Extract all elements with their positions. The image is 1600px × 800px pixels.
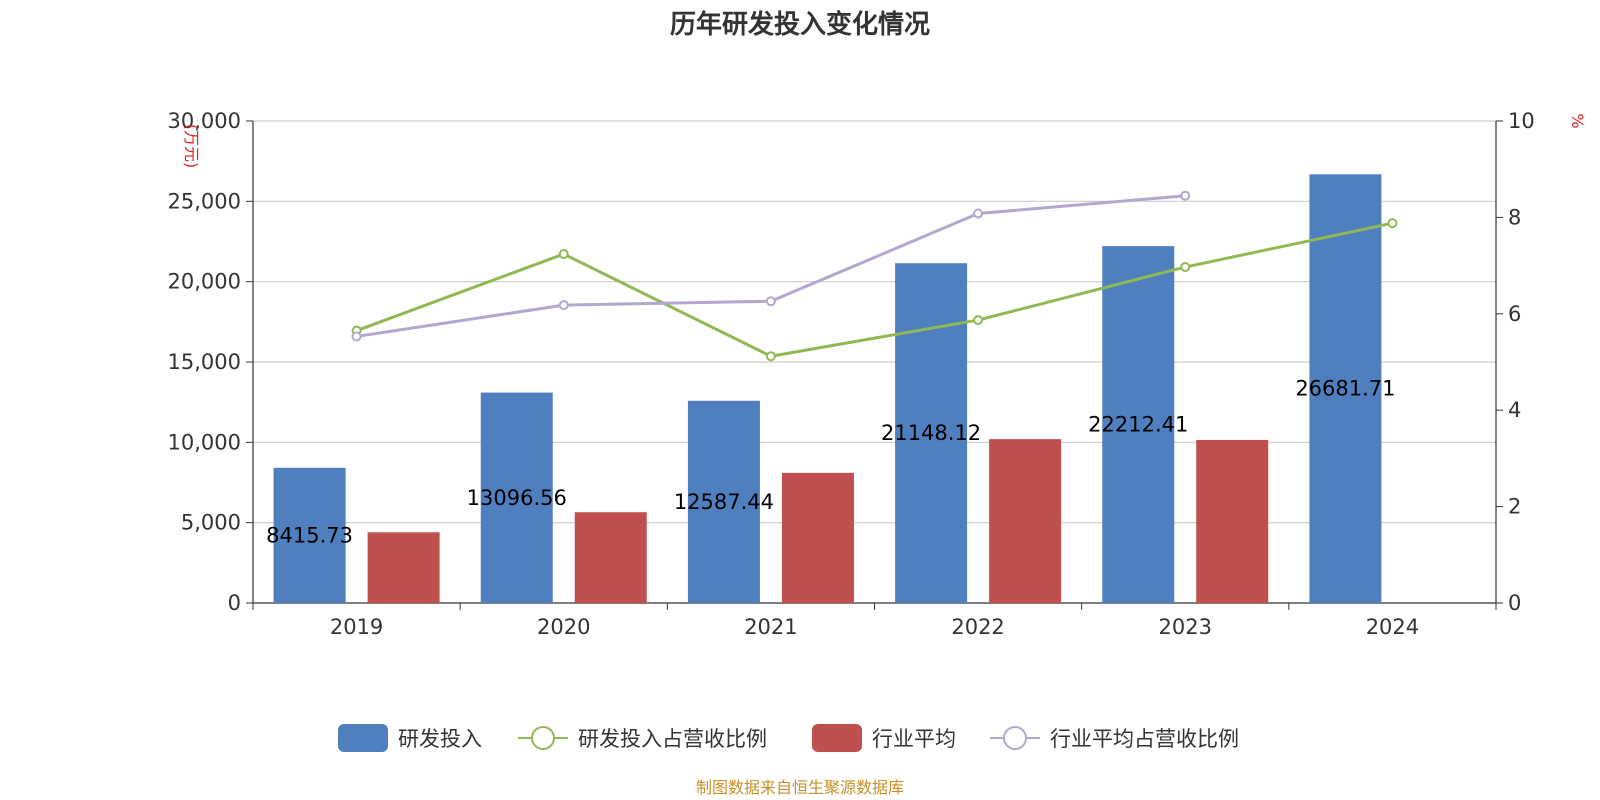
right-axis-tick-label: 0: [1508, 591, 1521, 615]
bar-industry-2023: [1196, 439, 1269, 603]
x-axis-tick-label: 2021: [744, 615, 797, 639]
line-point-0-5: [1387, 218, 1398, 229]
legend-swatch-2: [812, 724, 862, 752]
x-axis-tick-label: 2020: [537, 615, 590, 639]
bar-industry-2022: [989, 439, 1062, 603]
left-axis-unit: (万元): [182, 124, 201, 169]
data-label-2019: 8415.73: [266, 523, 353, 547]
legend-label-3: 行业平均占营收比例: [1050, 727, 1239, 751]
left-axis-tick-label: 20,000: [168, 270, 241, 294]
right-axis-tick-label: 10: [1508, 109, 1535, 133]
chart-title: 历年研发投入变化情况: [670, 9, 930, 40]
bar-rd-2022: [895, 263, 968, 603]
right-axis-tick-label: 2: [1508, 495, 1521, 519]
bar-rd-2019: [273, 467, 346, 603]
legend-marker-1: [531, 726, 555, 750]
legend-label-1: 研发投入占营收比例: [578, 727, 767, 751]
line-point-0-3: [973, 315, 984, 326]
legend-marker-3: [1003, 726, 1027, 750]
x-axis-tick-label: 2019: [330, 615, 383, 639]
legend-label-2: 行业平均: [872, 727, 956, 751]
data-label-2021: 12587.44: [674, 490, 774, 514]
data-label-2022: 21148.12: [881, 421, 981, 445]
grid-lines: [253, 120, 1496, 524]
bars: [273, 174, 1382, 604]
bar-industry-2021: [781, 472, 854, 603]
bar-industry-2020: [574, 512, 647, 603]
left-axis-tick-label: 0: [228, 591, 241, 615]
left-axis-tick-label: 25,000: [168, 189, 241, 213]
right-axis-tick-label: 6: [1508, 302, 1521, 326]
x-axis-tick-label: 2023: [1159, 615, 1212, 639]
line-point-1-1: [558, 300, 569, 311]
line-series-1: [356, 194, 1186, 338]
line-point-0-1: [558, 249, 569, 260]
left-axis-tick-label: 15,000: [168, 350, 241, 374]
line-point-0-2: [765, 351, 776, 362]
line-point-1-0: [351, 331, 362, 342]
line-point-1-4: [1180, 190, 1191, 201]
legend-swatch-0: [338, 724, 388, 752]
source-note: 制图数据来自恒生聚源数据库: [696, 778, 904, 797]
bar-rd-2024: [1309, 174, 1382, 604]
line-point-1-2: [765, 296, 776, 307]
left-axis-tick-label: 30,000: [168, 109, 241, 133]
x-axis-tick-label: 2022: [951, 615, 1004, 639]
axes: 0 5,000 10,000 15,000 20,000 25,000 30,000 0 2 4 6…: [168, 109, 1535, 639]
bar-rd-2023: [1102, 246, 1175, 603]
lines: [351, 190, 1398, 362]
right-axis-tick-label: 8: [1508, 205, 1521, 229]
right-axis-tick-label: 4: [1508, 398, 1521, 422]
x-axis-tick-label: 2024: [1366, 615, 1419, 639]
left-axis-tick-label: 10,000: [168, 430, 241, 454]
bar-rd-2020: [480, 392, 553, 603]
data-label-2020: 13096.56: [467, 486, 567, 510]
data-label-2024: 26681.71: [1295, 377, 1395, 401]
data-label-2023: 22212.41: [1088, 413, 1188, 437]
data-labels: 8415.73 13096.56 12587.44 21148.12 22212.41 2…: [266, 377, 1395, 548]
bar-industry-2019: [367, 532, 440, 603]
left-axis-tick-label: 5,000: [181, 511, 241, 535]
legend: 研发投入 研发投入占营收比例 行业平均 行业平均占营收比例: [338, 724, 1239, 752]
right-axis-unit: %: [1568, 113, 1587, 128]
line-point-0-4: [1180, 262, 1191, 273]
line-series-0: [356, 221, 1393, 358]
bar-rd-2021: [687, 400, 760, 603]
line-point-1-3: [973, 208, 984, 219]
legend-label-0: 研发投入: [398, 727, 482, 751]
